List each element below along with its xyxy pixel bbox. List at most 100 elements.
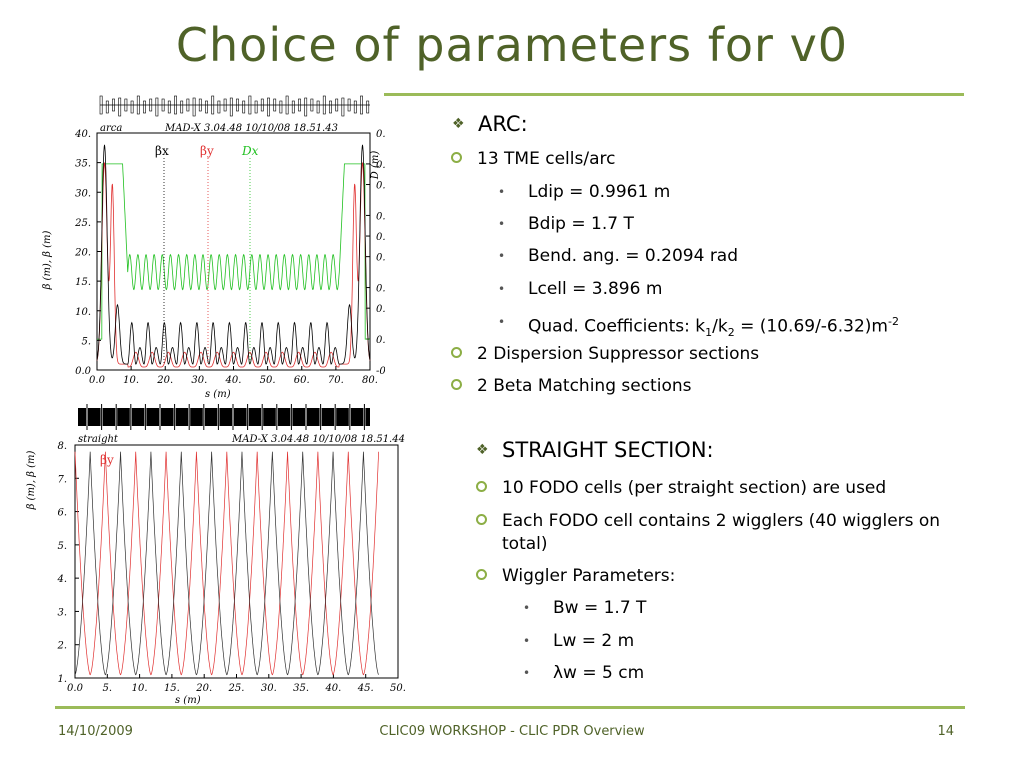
- straight-ylabel: β (m), β (m): [26, 450, 37, 510]
- dot-bullet-icon: •: [523, 601, 531, 615]
- straight-ytick-label: 2.: [56, 641, 67, 652]
- arc-lattice-strip: [99, 95, 370, 117]
- straight-item-params: Wiggler Parameters:: [476, 566, 675, 586]
- page-number: 14: [937, 724, 954, 739]
- straight-sub-lw: • Lw = 2 m: [523, 631, 635, 651]
- straight-xtick-label: 35.: [293, 683, 309, 694]
- arc-item-matching: 2 Beta Matching sections: [451, 376, 691, 396]
- ring-bullet-icon: [451, 344, 462, 364]
- arc-xtick-label: 20.: [156, 375, 173, 386]
- arc-xlabel: s (m): [205, 389, 231, 400]
- ring-bullet-icon: [451, 376, 462, 396]
- straight-item-wigglers-cont: total): [502, 534, 548, 554]
- straight-ytick-label: 8.: [57, 441, 67, 452]
- straight-legend-betay: βy: [100, 453, 114, 467]
- arc-heading: ❖ ARC:: [452, 112, 528, 136]
- arc-xtick-label: 30.: [191, 375, 207, 386]
- arc-beta-function-chart: 0.0 10. 20. 30. 40. 50. 60. 70. 80. 0.0 5. 10. 15. 20…: [42, 95, 385, 400]
- straight-ytick-label: 4.: [56, 574, 67, 585]
- diamond-bullet-icon: ❖: [452, 116, 465, 132]
- arc-item-dispersion: 2 Dispersion Suppressor sections: [451, 344, 759, 364]
- arc-ytick-label: 15.: [75, 277, 91, 288]
- footer-date: 14/10/2009: [58, 724, 133, 739]
- arc-corner-label: arca: [100, 123, 122, 134]
- arc-y2tick-label: -0.03: [376, 366, 385, 377]
- arc-y2tick-label: 0.12: [376, 211, 385, 222]
- arc-series-betax: [96, 144, 371, 365]
- straight-xtick-label: 40.: [324, 683, 341, 694]
- arc-plot-frame: [96, 132, 371, 371]
- footer-title: CLIC09 WORKSHOP - CLIC PDR Overview: [379, 724, 645, 739]
- arc-xtick-label: 0.0: [89, 375, 106, 386]
- dot-bullet-icon: •: [498, 217, 506, 231]
- arc-series-dx: [97, 163, 370, 340]
- straight-xtick-label: 15.: [164, 683, 180, 694]
- ring-bullet-icon: [451, 149, 462, 169]
- arc-xtick-label: 70.: [328, 375, 344, 386]
- straight-xtick-label: 30.: [261, 683, 277, 694]
- footer-divider: [55, 706, 965, 709]
- straight-xtick-label: 25.: [228, 683, 245, 694]
- arc-ytick-label: 25.: [74, 218, 91, 229]
- arc-y2tick-label: 0.0: [376, 335, 385, 346]
- arc-header: MAD-X 3.04.48 10/10/08 18.51.43: [164, 123, 338, 134]
- straight-xtick-label: 20.: [195, 683, 212, 694]
- dot-bullet-icon: •: [498, 249, 506, 263]
- straight-item-fodo: 10 FODO cells (per straight section) are…: [476, 478, 886, 498]
- arc-sub-quad: • Quad. Coefficients: k1/k2 = (10.69/-6.3…: [498, 312, 899, 343]
- arc-y2tick-label: 0.15: [376, 181, 385, 192]
- straight-series-betay: [74, 451, 379, 676]
- straight-xtick-label: 5.: [103, 683, 113, 694]
- title-divider: [384, 93, 964, 96]
- straight-ytick-label: 6.: [57, 508, 67, 519]
- arc-xtick-label: 50.: [260, 375, 276, 386]
- arc-legend-betax: βx: [155, 144, 169, 158]
- straight-xtick-label: 45.: [357, 683, 374, 694]
- arc-ylabel: β (m), β (m): [42, 230, 53, 290]
- straight-xlabel: s (m): [175, 695, 201, 706]
- straight-beta-function-chart: 0.0 5. 10. 15. 20. 25. 30. 35. 40. 45. 50. 1. 2. 3. 4.…: [26, 404, 406, 706]
- arc-y2tick-label: 0.08: [376, 253, 385, 264]
- straight-corner-label: straight: [78, 434, 119, 445]
- straight-ytick-label: 5.: [57, 541, 67, 552]
- arc-ytick-label: 40.: [74, 129, 91, 140]
- dot-bullet-icon: •: [523, 634, 531, 648]
- arc-xtick-label: 10.: [123, 375, 139, 386]
- arc-y2label: D (m): [370, 151, 381, 181]
- straight-ytick-label: 3.: [57, 607, 67, 618]
- arc-ytick-label: 5.: [81, 336, 91, 347]
- straight-lattice-strip: [78, 404, 370, 430]
- arc-ytick-label: 20.: [74, 248, 91, 259]
- arc-sub-ldip: • Ldip = 0.9961 m: [498, 182, 671, 202]
- straight-xtick-label: 10.: [132, 683, 148, 694]
- arc-y2tick-label: 0.05: [376, 284, 385, 295]
- straight-item-wigglers: Each FODO cell contains 2 wigglers (40 w…: [476, 511, 940, 531]
- arc-item-cells: 13 TME cells/arc: [451, 149, 615, 169]
- arc-sub-lcell: • Lcell = 3.896 m: [498, 279, 663, 299]
- arc-y2tick-label: 0.17: [376, 160, 385, 171]
- arc-ytick-label: 30.: [75, 188, 91, 199]
- arc-y2tick-label: 0.20: [376, 129, 385, 140]
- arc-sub-bdip: • Bdip = 1.7 T: [498, 214, 634, 234]
- arc-ytick-label: 35.: [75, 159, 91, 170]
- slide-title: Choice of parameters for v0: [175, 18, 849, 72]
- straight-header: MAD-X 3.04.48 10/10/08 18.51.44: [231, 434, 405, 445]
- ring-bullet-icon: [476, 511, 487, 531]
- straight-ytick-label: 1.: [57, 674, 67, 685]
- straight-xtick-label: 50.: [390, 683, 406, 694]
- straight-sub-bw: • Bw = 1.7 T: [523, 598, 647, 618]
- ring-bullet-icon: [476, 478, 487, 498]
- arc-y2tick-label: 0.03: [376, 304, 385, 315]
- ring-bullet-icon: [476, 566, 487, 586]
- arc-legend-betay: βy: [200, 144, 214, 158]
- straight-series-betax: [74, 451, 379, 676]
- arc-series-betay: [96, 162, 371, 368]
- dot-bullet-icon: •: [498, 282, 506, 296]
- straight-ytick-label: 7.: [57, 474, 67, 485]
- dot-bullet-icon: •: [523, 666, 531, 680]
- dot-bullet-icon: •: [498, 185, 506, 199]
- arc-ytick-label: 10.: [75, 307, 91, 318]
- diamond-bullet-icon: ❖: [476, 442, 489, 458]
- straight-sub-lambda: • λw = 5 cm: [523, 663, 645, 683]
- arc-xtick-label: 80.: [362, 375, 378, 386]
